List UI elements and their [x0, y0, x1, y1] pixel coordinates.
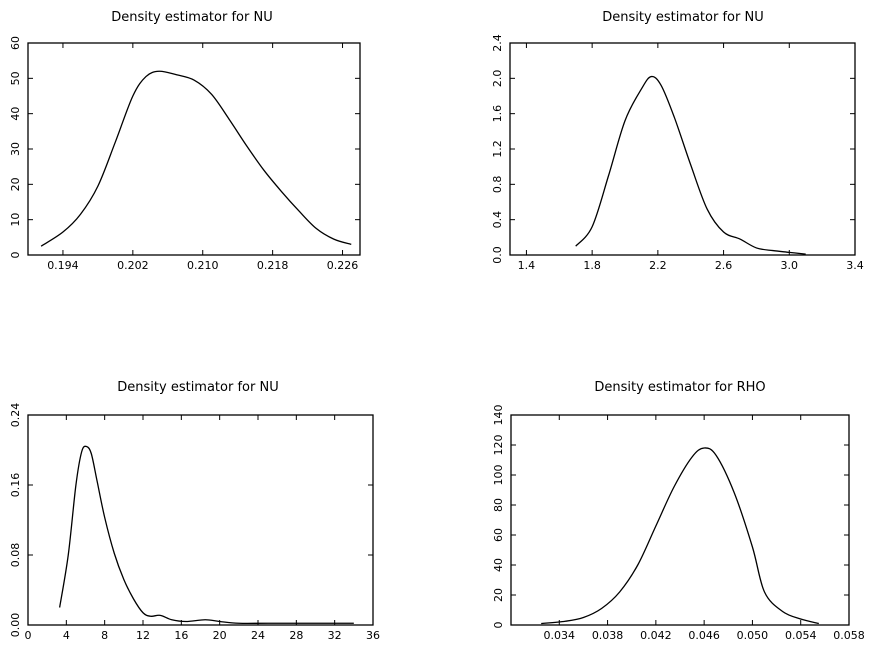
- x-tick-label: 0.226: [327, 259, 359, 272]
- y-tick-label: 20: [9, 177, 22, 191]
- density-curve: [575, 75, 806, 255]
- y-tick-label: 0: [9, 252, 22, 259]
- y-tick-label: 40: [492, 558, 505, 572]
- y-tick-label: 60: [9, 36, 22, 50]
- plot-frame: [510, 414, 850, 626]
- chart-title: Density estimator for RHO: [594, 380, 765, 395]
- y-tick-label: 0.16: [9, 473, 22, 498]
- chart-panel-top-left: Density estimator for NU 0.194 0.202 0.210…: [9, 10, 361, 272]
- x-tick-label: 0.050: [737, 629, 769, 642]
- tick-group: [510, 42, 856, 256]
- y-tick-label: 50: [9, 71, 22, 85]
- tick-label-group: 1.4 1.8 2.2 2.6 3.0 3.4 0.0 0.4 0.8 1.2 1.6 2.0 2.4: [491, 34, 864, 272]
- tick-label-group: 0 4 8 12 16 20 24 28 32 36 0.00 0.08 0.16 0.24: [9, 403, 380, 642]
- chart-title: Density estimator for NU: [117, 380, 278, 395]
- x-tick-label: 8: [101, 629, 108, 642]
- x-tick-label: 0.054: [785, 629, 817, 642]
- x-tick-label: 0: [25, 629, 32, 642]
- y-tick-label: 0.24: [9, 403, 22, 428]
- x-tick-label: 0.210: [187, 259, 219, 272]
- x-tick-label: 2.2: [649, 259, 667, 272]
- x-tick-label: 4: [63, 629, 70, 642]
- x-tick-label: 12: [136, 629, 150, 642]
- plot-frame: [509, 42, 856, 256]
- y-tick-label: 20: [492, 588, 505, 602]
- chart-panel-bottom-left: Density estimator for NU 0 4 8 12 16 20 24 28 32…: [9, 380, 380, 642]
- x-tick-label: 28: [289, 629, 303, 642]
- x-tick-label: 1.4: [518, 259, 536, 272]
- tick-label-group: 0.034 0.038 0.042 0.046 0.050 0.054 0.058 0 20 40…: [492, 405, 865, 643]
- chart-title: Density estimator for NU: [602, 10, 763, 25]
- y-tick-label: 2.4: [491, 34, 504, 52]
- x-tick-label: 20: [213, 629, 227, 642]
- x-tick-label: 32: [328, 629, 342, 642]
- y-tick-label: 60: [492, 528, 505, 542]
- y-tick-label: 140: [492, 405, 505, 426]
- y-tick-label: 1.6: [491, 105, 504, 123]
- y-tick-label: 0.8: [491, 176, 504, 194]
- x-tick-label: 24: [251, 629, 265, 642]
- x-tick-label: 0.058: [833, 629, 865, 642]
- tick-group: [511, 414, 850, 626]
- y-tick-label: 40: [9, 107, 22, 121]
- x-tick-label: 36: [366, 629, 380, 642]
- plot-frame: [27, 414, 374, 626]
- density-curve: [40, 70, 352, 247]
- tick-group: [27, 414, 374, 626]
- x-tick-label: 0.202: [117, 259, 149, 272]
- x-tick-label: 3.4: [846, 259, 864, 272]
- y-tick-label: 0.00: [9, 613, 22, 638]
- x-tick-label: 2.6: [715, 259, 733, 272]
- chart-panel-top-right: Density estimator for NU 1.4 1.8 2.2 2.6 3.0…: [491, 10, 864, 272]
- tick-label-group: 0.194 0.202 0.210 0.218 0.226 0 10 20 30 40 50 60: [9, 36, 358, 272]
- y-tick-label: 2.0: [491, 70, 504, 88]
- x-tick-label: 3.0: [781, 259, 799, 272]
- y-tick-label: 0.4: [491, 211, 504, 229]
- chart-panel-bottom-right: Density estimator for RHO 0.034 0.038 0.04…: [492, 380, 865, 642]
- y-tick-label: 100: [492, 465, 505, 486]
- density-curve: [541, 447, 819, 625]
- density-curve: [58, 445, 354, 625]
- y-tick-label: 30: [9, 142, 22, 156]
- tick-group: [28, 42, 360, 256]
- chart-title: Density estimator for NU: [111, 10, 272, 25]
- x-tick-label: 1.8: [583, 259, 601, 272]
- x-tick-label: 0.034: [544, 629, 576, 642]
- x-tick-label: 0.038: [592, 629, 624, 642]
- y-tick-label: 0: [492, 622, 505, 629]
- x-tick-label: 0.218: [257, 259, 289, 272]
- x-tick-label: 0.046: [688, 629, 720, 642]
- y-tick-label: 0.08: [9, 543, 22, 568]
- x-tick-label: 0.194: [47, 259, 79, 272]
- y-tick-label: 120: [492, 435, 505, 456]
- x-tick-label: 16: [174, 629, 188, 642]
- y-tick-label: 0.0: [491, 246, 504, 264]
- y-tick-label: 1.2: [491, 140, 504, 158]
- y-tick-label: 80: [492, 498, 505, 512]
- x-tick-label: 0.042: [640, 629, 672, 642]
- y-tick-label: 10: [9, 213, 22, 227]
